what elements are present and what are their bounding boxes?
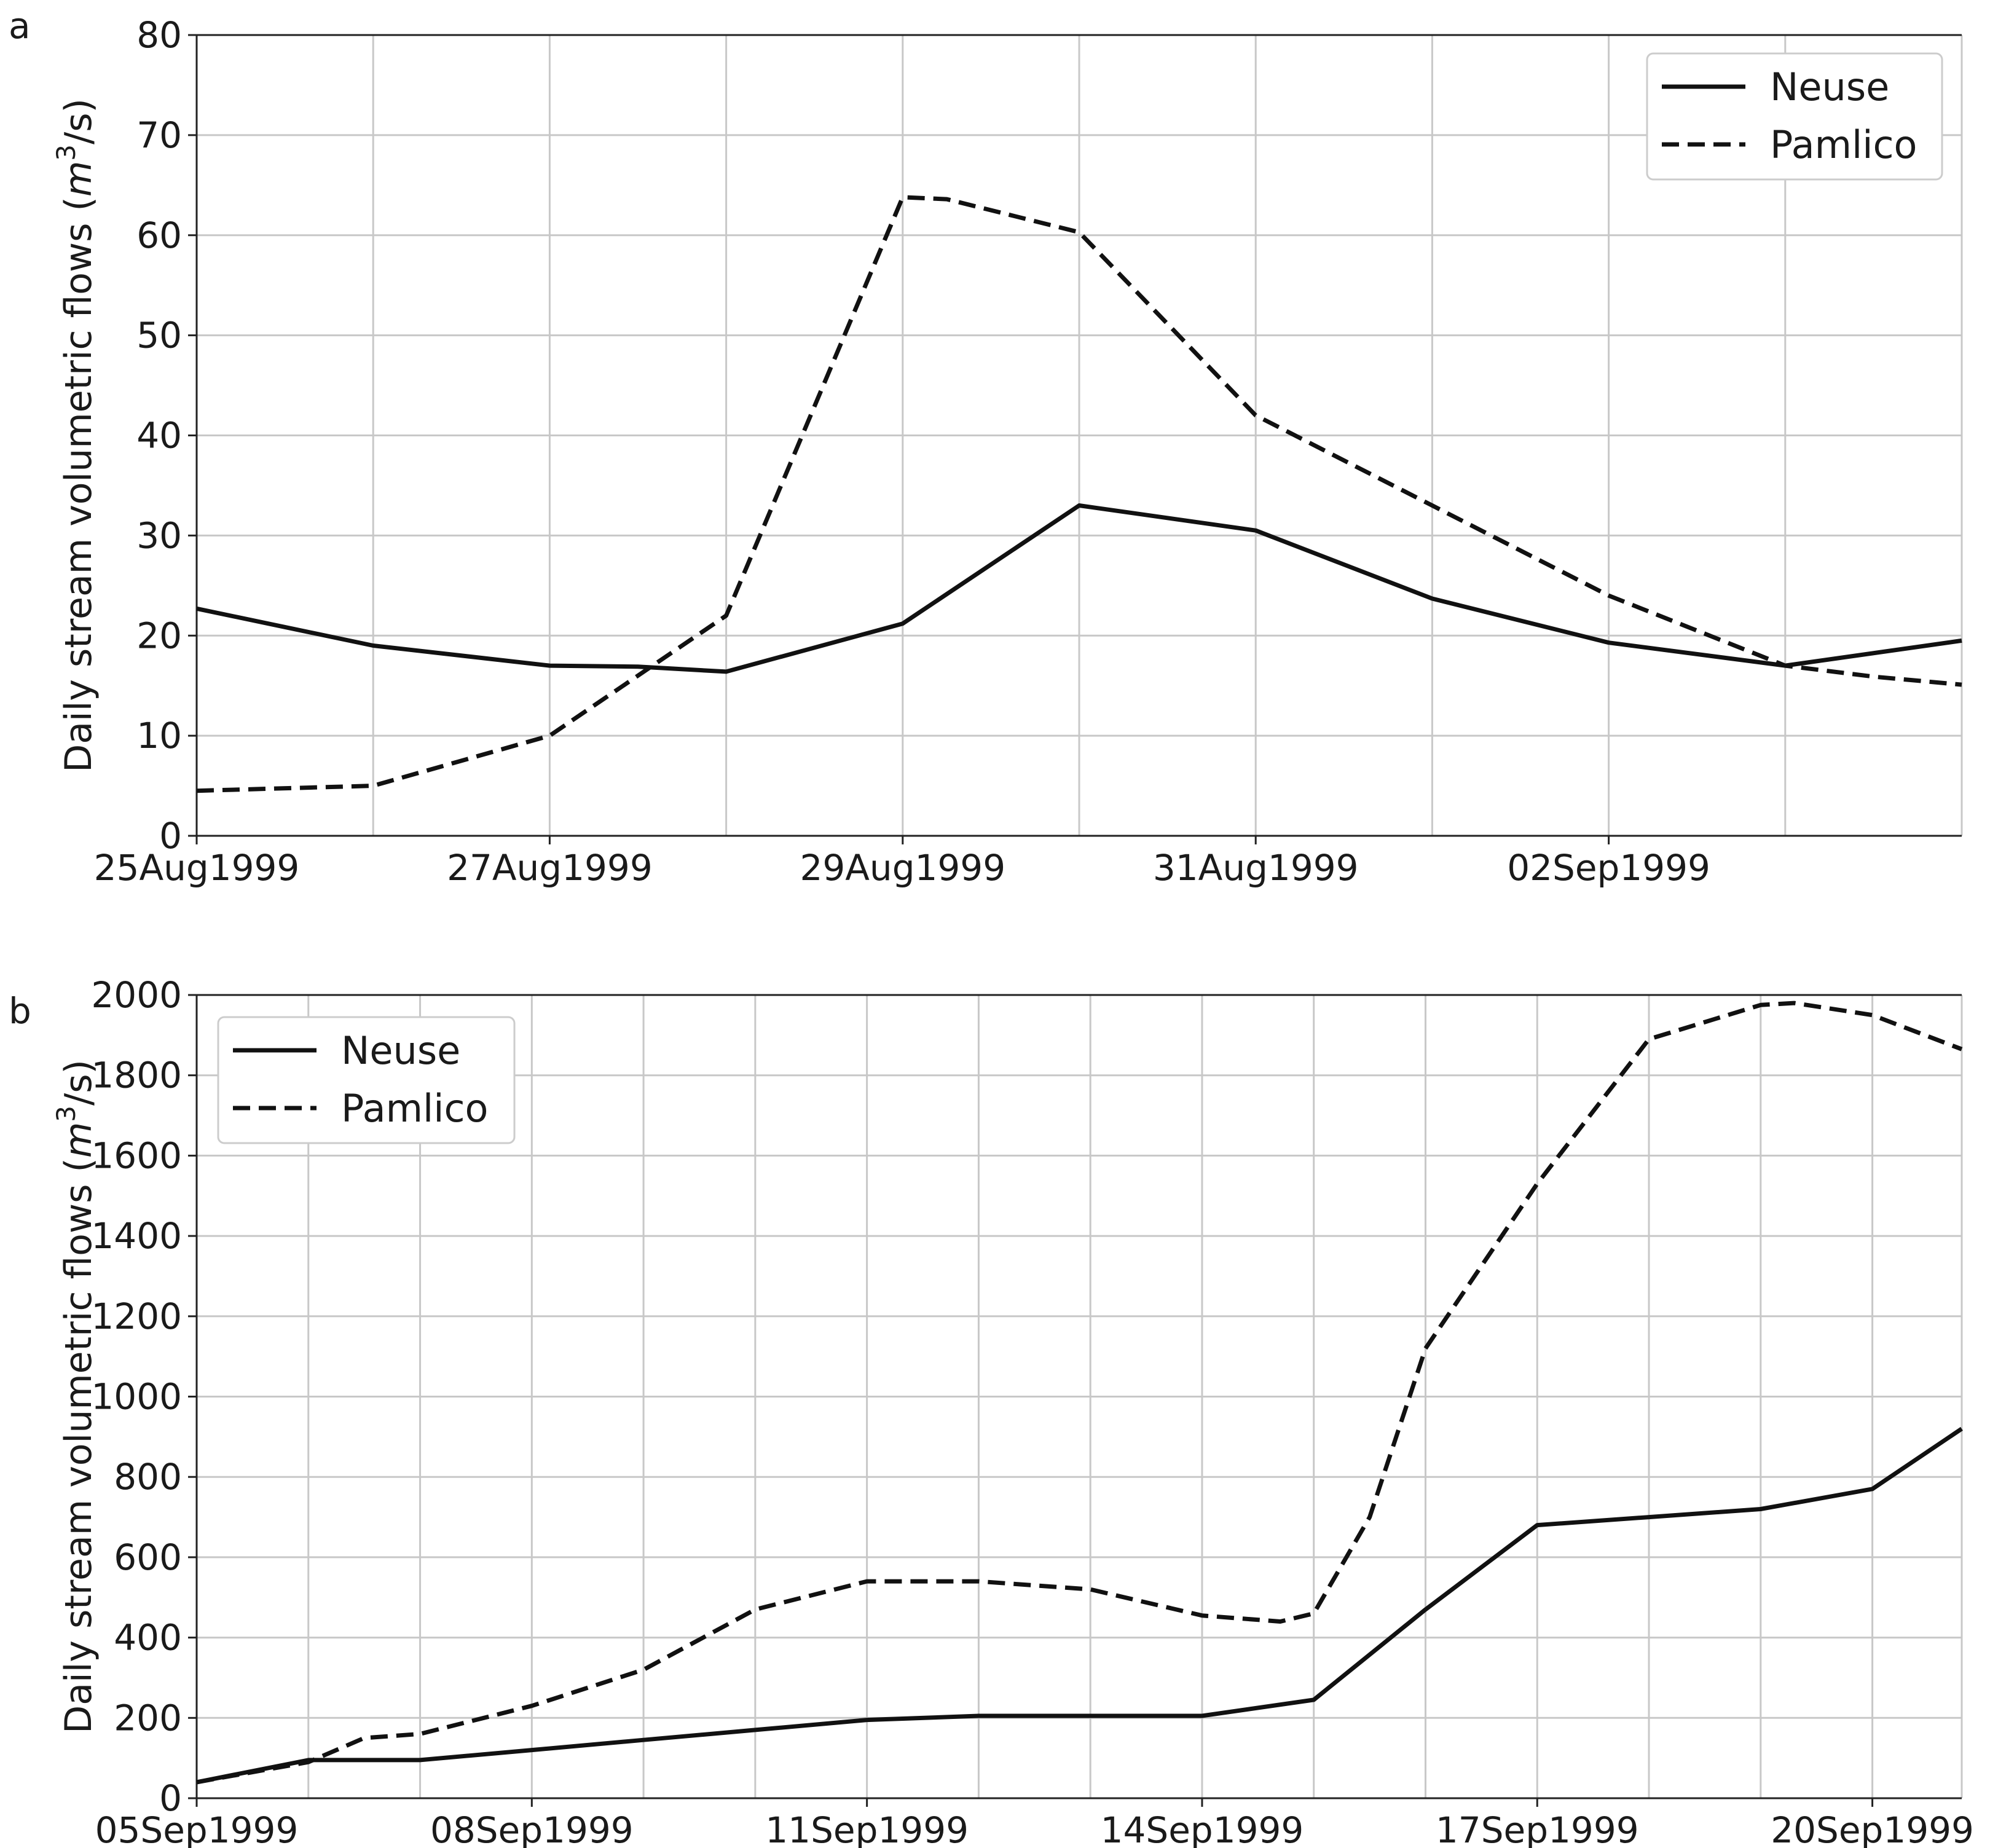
y-tick-label: 40 bbox=[136, 415, 182, 457]
panel-a: a 0 10 20 30 40 50 60 70 80 25Aug1999 27Aug1999 29Au… bbox=[9, 5, 1963, 889]
y-axis-label: Daily stream volumetric flows (m3/s) bbox=[51, 1060, 100, 1734]
x-tick-label: 29Aug1999 bbox=[800, 847, 1005, 889]
y-tick-label: 60 bbox=[136, 214, 182, 256]
x-tick-label: 11Sep1999 bbox=[765, 1809, 969, 1848]
x-tick-label: 05Sep1999 bbox=[95, 1809, 299, 1848]
y-tick-label: 1600 bbox=[91, 1134, 182, 1176]
legend-label-pamlico: Pamlico bbox=[341, 1086, 488, 1131]
y-tick-label: 80 bbox=[136, 14, 182, 56]
series-line-neuse bbox=[196, 1426, 1963, 1785]
x-tick-label: 02Sep1999 bbox=[1507, 847, 1710, 889]
x-tick-label: 31Aug1999 bbox=[1153, 847, 1359, 889]
x-tick-label: 27Aug1999 bbox=[447, 847, 653, 889]
y-tick-label: 70 bbox=[136, 114, 182, 156]
legend-label-neuse: Neuse bbox=[1770, 65, 1889, 109]
x-tick-label: 20Sep1999 bbox=[1771, 1809, 1974, 1848]
panel-letter: b bbox=[9, 990, 31, 1032]
y-tick-label: 50 bbox=[136, 315, 182, 356]
y-tick-label: 200 bbox=[114, 1697, 182, 1739]
panel-b: b 0 200 400 600 800 1000 1200 1400 1600 1800 2000 05… bbox=[9, 974, 1974, 1848]
series-line-pamlico bbox=[196, 195, 1962, 793]
y-axis-label: Daily stream volumetric flows (m3/s) bbox=[51, 98, 100, 773]
y-tick-label: 30 bbox=[136, 514, 182, 556]
y-tick-label: 1000 bbox=[91, 1376, 182, 1418]
panel-letter: a bbox=[9, 5, 31, 47]
y-tick-label: 1800 bbox=[91, 1055, 182, 1096]
y-tick-label: 1200 bbox=[91, 1296, 182, 1337]
y-tick-label: 0 bbox=[159, 815, 182, 857]
x-tick-label: 14Sep1999 bbox=[1101, 1809, 1304, 1848]
y-tick-label: 10 bbox=[136, 715, 182, 757]
y-tick-label: 600 bbox=[114, 1536, 182, 1578]
legend-label-neuse: Neuse bbox=[341, 1028, 460, 1073]
x-tick-label: 08Sep1999 bbox=[430, 1809, 634, 1848]
x-tick-label: 17Sep1999 bbox=[1436, 1809, 1639, 1848]
y-tick-label: 20 bbox=[136, 615, 182, 656]
legend-label-pamlico: Pamlico bbox=[1770, 122, 1917, 167]
y-tick-label: 0 bbox=[159, 1777, 182, 1819]
y-tick-label: 2000 bbox=[91, 974, 182, 1016]
y-tick-label: 800 bbox=[114, 1456, 182, 1498]
series-line-pamlico bbox=[196, 1001, 1963, 1785]
y-tick-label: 1400 bbox=[91, 1215, 182, 1257]
series-line-neuse bbox=[196, 503, 1962, 674]
y-tick-label: 400 bbox=[114, 1617, 182, 1659]
x-tick-label: 25Aug1999 bbox=[94, 847, 300, 889]
